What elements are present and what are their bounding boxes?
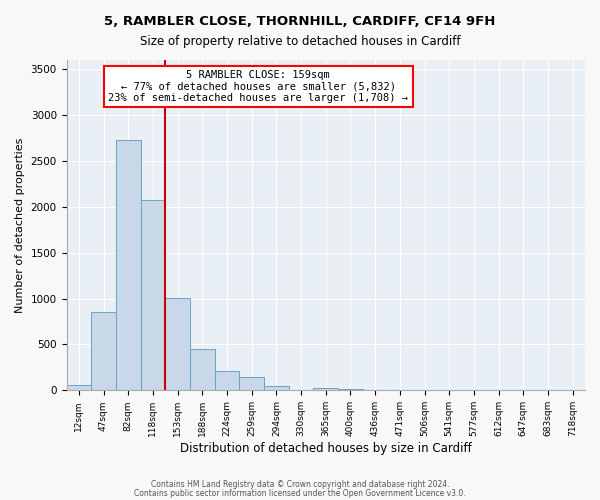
Text: 5 RAMBLER CLOSE: 159sqm
← 77% of detached houses are smaller (5,832)
23% of semi: 5 RAMBLER CLOSE: 159sqm ← 77% of detache… [109, 70, 409, 103]
X-axis label: Distribution of detached houses by size in Cardiff: Distribution of detached houses by size … [180, 442, 472, 455]
Bar [91, 312, 116, 390]
Bar [116, 140, 140, 390]
Bar [264, 386, 289, 390]
Text: Contains public sector information licensed under the Open Government Licence v3: Contains public sector information licen… [134, 488, 466, 498]
Bar [67, 386, 91, 390]
Bar [165, 298, 190, 390]
Text: Size of property relative to detached houses in Cardiff: Size of property relative to detached ho… [140, 35, 460, 48]
Bar [190, 348, 215, 391]
Bar [215, 371, 239, 390]
Bar [239, 377, 264, 390]
Text: Contains HM Land Registry data © Crown copyright and database right 2024.: Contains HM Land Registry data © Crown c… [151, 480, 449, 489]
Bar [140, 200, 165, 390]
Y-axis label: Number of detached properties: Number of detached properties [15, 138, 25, 313]
Bar [313, 388, 338, 390]
Text: 5, RAMBLER CLOSE, THORNHILL, CARDIFF, CF14 9FH: 5, RAMBLER CLOSE, THORNHILL, CARDIFF, CF… [104, 15, 496, 28]
